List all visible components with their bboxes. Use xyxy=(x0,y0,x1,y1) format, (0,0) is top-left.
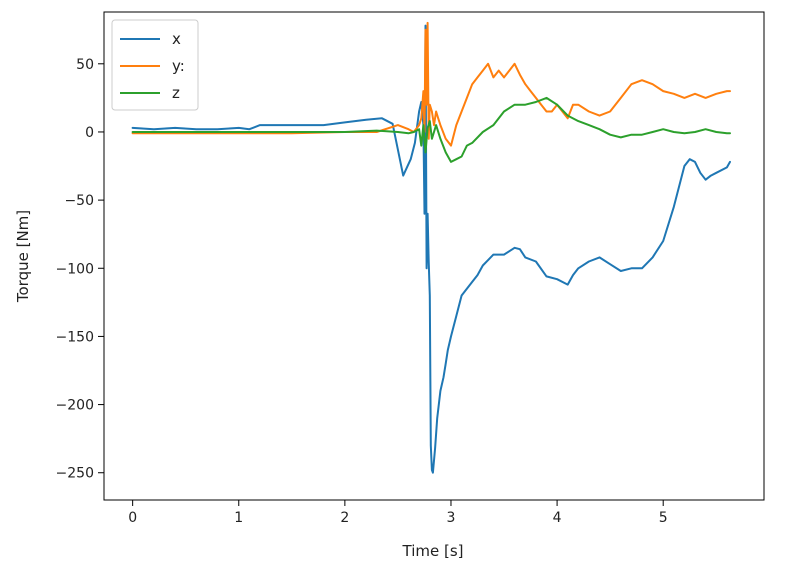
x-axis-label: Time [s] xyxy=(402,542,464,560)
series-layer xyxy=(131,21,731,474)
x-tick-label: 2 xyxy=(340,510,349,526)
series-line-2 xyxy=(131,21,731,147)
y-tick-label: −100 xyxy=(56,261,94,277)
y-tick-label: −50 xyxy=(64,193,94,209)
y-tick-label: 50 xyxy=(76,57,94,73)
y-axis-label: Torque [Nm] xyxy=(14,210,32,303)
x-tick-label: 3 xyxy=(447,510,456,526)
x-tick-label: 4 xyxy=(553,510,562,526)
plot-frame xyxy=(103,11,765,501)
y-tick-label: −150 xyxy=(56,329,94,345)
x-axis: 0 1 2 3 4 5 xyxy=(128,500,668,526)
legend-label: z xyxy=(172,84,180,102)
y-tick-label: 0 xyxy=(85,125,94,141)
y-tick-label: −200 xyxy=(56,398,94,414)
legend-label: y: xyxy=(172,57,185,75)
series-line-3 xyxy=(131,96,731,163)
x-tick-label: 1 xyxy=(234,510,243,526)
plot-background xyxy=(104,12,764,500)
series-line-1 xyxy=(131,24,731,474)
y-tick-label: −250 xyxy=(56,466,94,482)
x-tick-label: 0 xyxy=(128,510,137,526)
legend: x y: z xyxy=(111,19,199,111)
legend-label: x xyxy=(172,30,181,48)
x-tick-label: 5 xyxy=(659,510,668,526)
y-axis: 50 0 −50 −100 −150 −200 −250 xyxy=(56,57,104,482)
